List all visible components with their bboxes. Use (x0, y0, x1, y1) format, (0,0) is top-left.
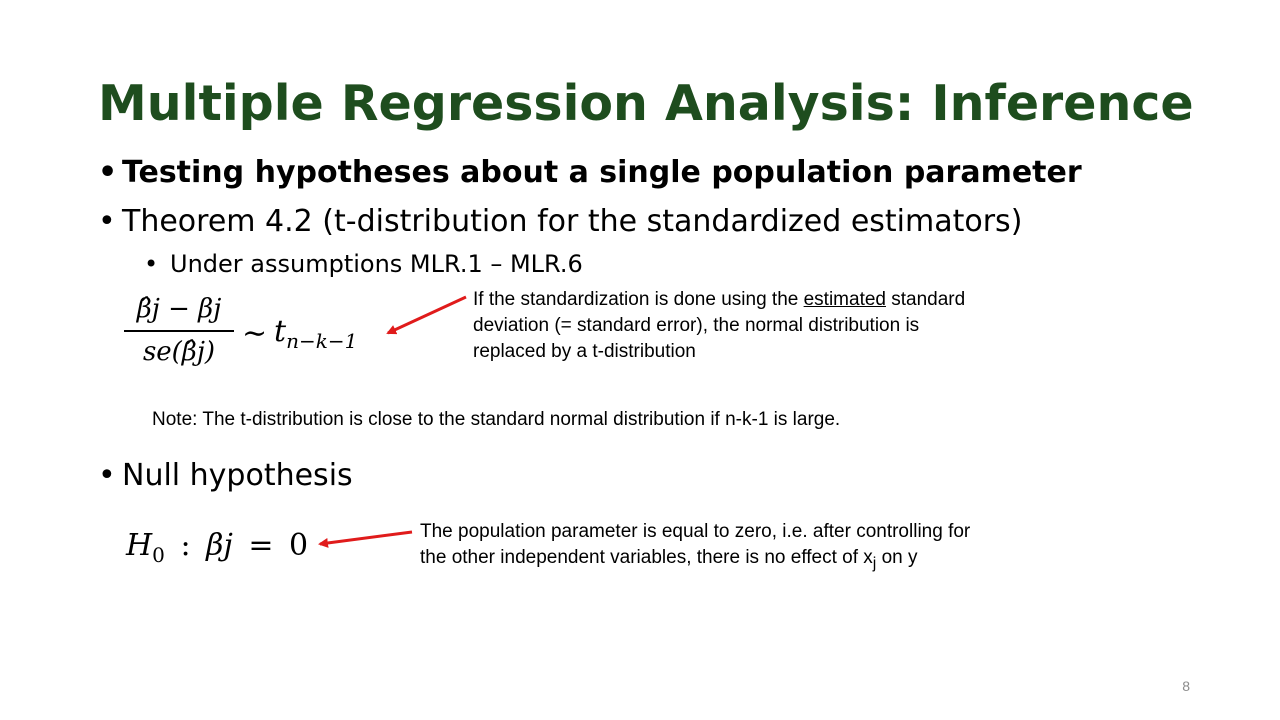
null-hypothesis-formula: H0 : βj = 0 (126, 528, 326, 567)
bullet-text: Under assumptions MLR.1 – MLR.6 (170, 250, 583, 278)
note-text-part1: The population parameter is equal to zer… (420, 521, 971, 568)
fraction-bar (124, 330, 234, 332)
bullet-dot-icon: • (98, 155, 118, 190)
bullet-dot-icon: • (98, 204, 116, 239)
beta-j: βj (206, 528, 233, 563)
fraction-denominator: se(β̂j) (142, 337, 216, 367)
h-subscript: 0 (152, 543, 165, 567)
bullet-text: Null hypothesis (122, 458, 353, 493)
tilde-symbol: ∼ (242, 316, 268, 351)
note-null-hypothesis: The population parameter is equal to zer… (420, 519, 980, 577)
equals-symbol: = (248, 528, 274, 563)
note-underlined-word: estimated (803, 289, 886, 310)
t-letter: t (274, 314, 287, 349)
note-t-distribution-close: Note: The t-distribution is close to the… (152, 409, 841, 430)
bullet-testing-hypotheses: • Testing hypotheses about a single popul… (98, 153, 1082, 193)
note-text-part2: on y (876, 547, 918, 568)
slide-title: Multiple Regression Analysis: Inference (98, 75, 1194, 132)
page-number: 8 (1182, 678, 1190, 694)
bullet-theorem: • Theorem 4.2 (t-distribution for the sta… (98, 202, 1022, 242)
t-subscript: n−k−1 (286, 329, 358, 353)
bullet-dot-icon: • (98, 458, 116, 493)
zero-value: 0 (289, 528, 309, 563)
fraction-numerator: β̂j − βj (136, 294, 222, 324)
arrow-to-null-formula-icon (318, 530, 413, 548)
h-letter: H (126, 528, 153, 563)
t-distribution-symbol: tn−k−1 (274, 314, 357, 353)
t-statistic-formula: β̂j − βj se(β̂j) ∼ tn−k−1 (124, 290, 384, 382)
bullet-text: Theorem 4.2 (t-distribution for the stan… (122, 204, 1023, 239)
bullet-text: Testing hypotheses about a single popula… (122, 155, 1082, 190)
note-text-part1: If the standardization is done using the (473, 289, 804, 310)
note-subscript: j (872, 554, 877, 572)
bullet-dot-icon: • (144, 250, 159, 278)
sub-bullet-assumptions: • Under assumptions MLR.1 – MLR.6 (144, 248, 583, 280)
note-text-part2: standard deviation (= standard error), t… (473, 289, 966, 362)
note-standardization: If the standardization is done using the… (473, 287, 993, 365)
fraction: β̂j − βj se(β̂j) (124, 290, 234, 372)
colon-symbol: : (180, 528, 191, 563)
bullet-null-hypothesis: • Null hypothesis (98, 456, 353, 496)
arrow-to-t-distribution-icon (386, 295, 467, 335)
